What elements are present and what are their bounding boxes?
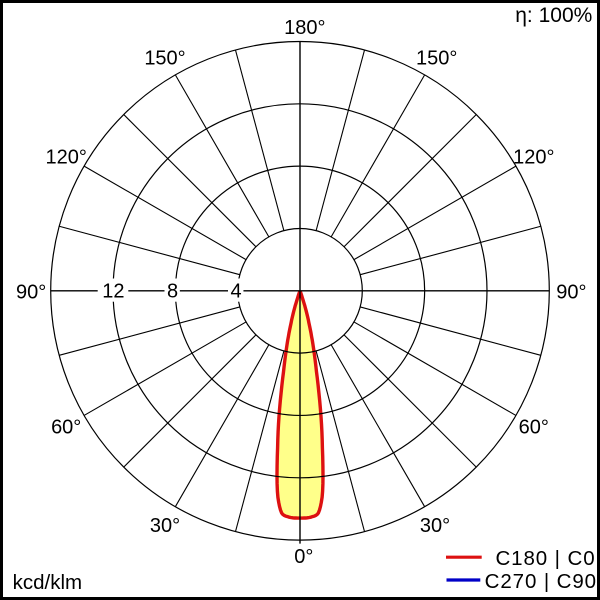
svg-text:η: 100%: η: 100% bbox=[515, 4, 592, 27]
svg-text:120°: 120° bbox=[46, 146, 87, 168]
svg-text:C180 | C0: C180 | C0 bbox=[495, 547, 595, 570]
svg-text:180°: 180° bbox=[284, 17, 325, 39]
svg-text:4: 4 bbox=[230, 281, 241, 303]
svg-text:kcd/klm: kcd/klm bbox=[13, 571, 82, 594]
svg-text:8: 8 bbox=[167, 281, 178, 303]
svg-text:90°: 90° bbox=[556, 281, 586, 303]
svg-text:150°: 150° bbox=[416, 48, 457, 70]
svg-text:120°: 120° bbox=[513, 146, 554, 168]
svg-text:0°: 0° bbox=[294, 546, 313, 568]
svg-text:30°: 30° bbox=[150, 515, 180, 537]
svg-text:90°: 90° bbox=[16, 281, 46, 303]
svg-text:150°: 150° bbox=[144, 48, 185, 70]
svg-text:12: 12 bbox=[102, 281, 124, 303]
svg-text:C270 | C90: C270 | C90 bbox=[485, 570, 597, 593]
svg-text:30°: 30° bbox=[420, 515, 450, 537]
svg-text:60°: 60° bbox=[519, 416, 549, 438]
svg-text:60°: 60° bbox=[51, 416, 81, 438]
